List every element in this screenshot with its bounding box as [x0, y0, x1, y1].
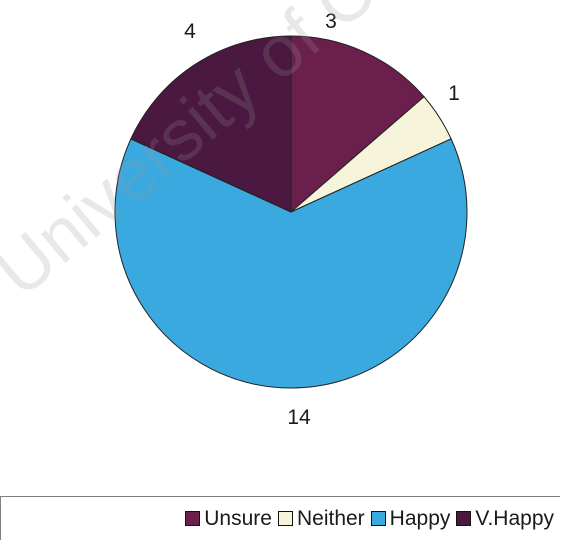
legend-item-unsure: Unsure [185, 507, 272, 531]
data-label-neither: 1 [448, 82, 460, 105]
legend-item-v-happy: V.Happy [456, 507, 554, 531]
legend-label-unsure: Unsure [204, 506, 272, 530]
pie-slice-unsure [290, 35, 425, 214]
legend-item-happy: Happy [370, 506, 451, 531]
data-label-happy: 14 [287, 406, 311, 429]
legend-item-neither: Neither [277, 506, 365, 531]
legend-label-neither: Neither [296, 506, 365, 530]
legend-swatch-v-happy [456, 511, 472, 526]
data-label-unsure: 3 [325, 10, 337, 33]
legend-label-happy: Happy [389, 506, 451, 530]
pie-slice-v-happy [130, 35, 292, 213]
pie-slice-happy [114, 138, 468, 389]
pie-chart: 3 1 14 4 [114, 10, 468, 429]
legend-swatch-unsure [185, 511, 201, 526]
legend: Unsure Neither Happy V.Happy [0, 496, 560, 540]
data-label-v-happy: 4 [184, 20, 196, 43]
legend-swatch-neither [277, 511, 293, 526]
legend-swatch-happy [370, 511, 386, 526]
legend-label-v-happy: V.Happy [475, 506, 554, 530]
